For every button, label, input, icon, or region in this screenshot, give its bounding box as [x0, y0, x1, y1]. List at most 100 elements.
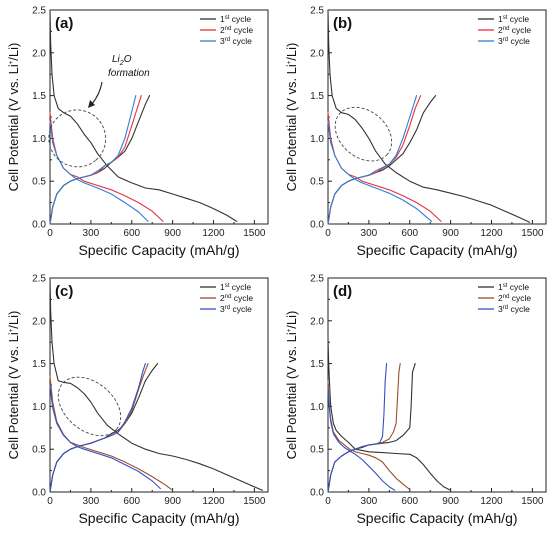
- y-tick-label: 2.5: [310, 274, 324, 285]
- x-tick-label: 1200: [480, 228, 503, 239]
- annotation-ellipse: [57, 376, 122, 437]
- y-tick-label: 2.0: [310, 48, 324, 59]
- series-line: [327, 95, 422, 225]
- series-line: [49, 120, 149, 222]
- y-tick-label: 0.5: [310, 177, 324, 188]
- annotation-arrow: [91, 81, 103, 105]
- y-axis-label: Cell Potential (V vs. Li+/Li): [6, 43, 21, 192]
- x-tick-label: 1500: [243, 228, 266, 239]
- y-axis-label: Cell Potential (V vs. Li+/Li): [284, 311, 299, 460]
- y-tick-label: 1.0: [32, 134, 46, 145]
- y-axis-label: Cell Potential (V vs. Li+/Li): [6, 311, 21, 460]
- x-tick-label: 600: [401, 228, 418, 239]
- x-tick-label: 900: [442, 228, 459, 239]
- series-line: [327, 363, 416, 493]
- series-line: [49, 384, 161, 490]
- y-axis-label: Cell Potential (V vs. Li+/Li): [284, 43, 299, 192]
- legend-entry: 2nd cycle: [220, 293, 253, 303]
- x-axis-label: Specific Capacity (mAh/g): [78, 510, 239, 526]
- legend-entry: 1st cycle: [220, 14, 251, 24]
- panel-label: (a): [55, 15, 73, 32]
- series-line: [327, 95, 418, 225]
- x-axis-label: Specific Capacity (mAh/g): [78, 242, 239, 258]
- series-line: [49, 277, 264, 491]
- x-tick-label: 1500: [521, 228, 544, 239]
- panel-label: (b): [333, 15, 352, 32]
- legend-entry: 1st cycle: [498, 282, 529, 292]
- annotation-text: formation: [108, 68, 150, 79]
- panel-label: (c): [55, 283, 73, 300]
- y-tick-label: 2.0: [32, 316, 46, 327]
- x-tick-label: 0: [325, 228, 331, 239]
- legend-entry: 3rd cycle: [498, 36, 530, 46]
- x-tick-label: 0: [325, 496, 331, 507]
- legend-entry: 2nd cycle: [220, 25, 253, 35]
- legend-entry: 2nd cycle: [498, 293, 531, 303]
- chart-panel-1: 0 300 600 900 1200 1500 0.0 0.5 1.0 1.5 2.0 2.5 Spec…: [6, 6, 269, 258]
- y-tick-label: 2.5: [32, 6, 46, 17]
- legend-entry: 2nd cycle: [498, 25, 531, 35]
- series-line: [327, 363, 388, 493]
- x-tick-label: 1500: [243, 496, 266, 507]
- legend-entry: 1st cycle: [498, 14, 529, 24]
- legend-entry: 3rd cycle: [220, 36, 252, 46]
- chart-panel-2: 0 300 600 900 1200 1500 0.0 0.5 1.0 1.5 2.0 2.5 Spec…: [284, 6, 547, 258]
- annotation-ellipse: [48, 109, 107, 168]
- legend-entry: 3rd cycle: [220, 304, 252, 314]
- y-tick-label: 0.0: [310, 488, 324, 499]
- panel-label: (d): [333, 283, 352, 300]
- legend-entry: 1st cycle: [220, 282, 251, 292]
- x-tick-label: 900: [164, 228, 181, 239]
- y-tick-label: 1.0: [32, 402, 46, 413]
- series-line: [49, 363, 146, 493]
- x-tick-label: 1200: [202, 228, 225, 239]
- x-tick-label: 900: [442, 496, 459, 507]
- series-line: [49, 9, 238, 222]
- x-tick-label: 0: [47, 496, 53, 507]
- y-tick-label: 1.5: [32, 91, 46, 102]
- y-tick-label: 1.0: [310, 402, 324, 413]
- x-tick-label: 900: [164, 496, 181, 507]
- y-tick-label: 1.5: [310, 91, 324, 102]
- x-tick-label: 300: [83, 496, 100, 507]
- series-line: [327, 120, 433, 222]
- y-tick-label: 0.5: [310, 445, 324, 456]
- y-tick-label: 0.5: [32, 445, 46, 456]
- x-tick-label: 600: [123, 496, 140, 507]
- chart-panel-4: 0 300 600 900 1200 1500 0.0 0.5 1.0 1.5 2.0 2.5 Spec…: [284, 274, 547, 526]
- annotation-arrowhead: [88, 100, 95, 108]
- y-tick-label: 0.5: [32, 177, 46, 188]
- series-line: [49, 95, 151, 225]
- y-tick-label: 1.0: [310, 134, 324, 145]
- x-tick-label: 600: [401, 496, 418, 507]
- y-tick-label: 2.5: [32, 274, 46, 285]
- y-tick-label: 2.0: [32, 48, 46, 59]
- series-line: [49, 375, 172, 490]
- x-axis-label: Specific Capacity (mAh/g): [356, 242, 517, 258]
- chart-panel-3: 0 300 600 900 1200 1500 0.0 0.5 1.0 1.5 2.0 2.5 Spec…: [6, 274, 269, 526]
- x-tick-label: 1200: [480, 496, 503, 507]
- series-line: [49, 95, 137, 225]
- y-tick-label: 2.0: [310, 316, 324, 327]
- y-tick-label: 2.5: [310, 6, 324, 17]
- x-axis-label: Specific Capacity (mAh/g): [356, 510, 517, 526]
- x-tick-label: 0: [47, 228, 53, 239]
- x-tick-label: 300: [361, 228, 378, 239]
- annotation-text: Li2O: [112, 54, 132, 67]
- y-tick-label: 0.0: [32, 488, 46, 499]
- x-tick-label: 1500: [521, 496, 544, 507]
- y-tick-label: 0.0: [310, 220, 324, 231]
- x-tick-label: 600: [123, 228, 140, 239]
- series-line: [327, 9, 531, 223]
- series-line: [327, 337, 452, 491]
- legend-entry: 3rd cycle: [498, 304, 530, 314]
- x-tick-label: 1200: [202, 496, 225, 507]
- x-tick-label: 300: [83, 228, 100, 239]
- series-line: [327, 363, 401, 493]
- annotation-ellipse: [334, 106, 393, 162]
- y-tick-label: 1.5: [32, 359, 46, 370]
- x-tick-label: 300: [361, 496, 378, 507]
- y-tick-label: 0.0: [32, 220, 46, 231]
- series-line: [327, 388, 396, 491]
